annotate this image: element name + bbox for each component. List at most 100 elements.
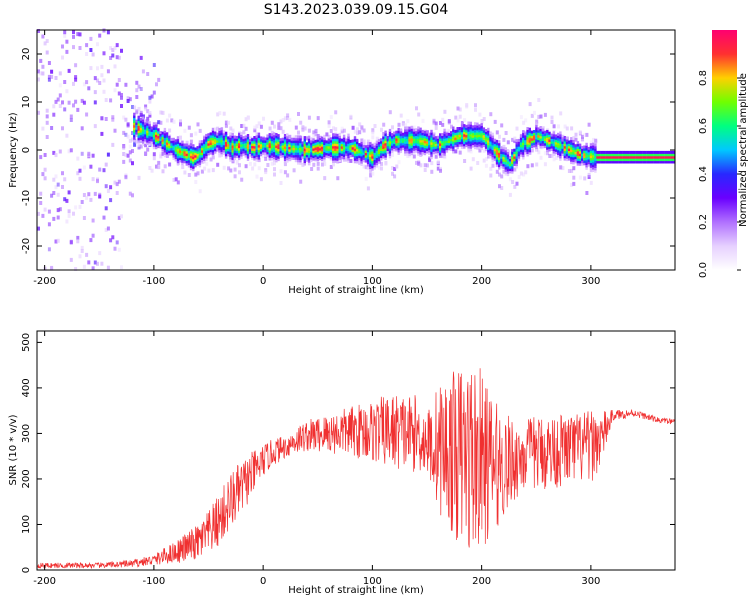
spectrogram-cell (242, 138, 245, 142)
spectrogram-cell (338, 147, 341, 151)
colorbar-gradient (712, 30, 737, 270)
spectrogram-cell (216, 126, 220, 131)
spectrogram-cell (288, 146, 291, 150)
spectrogram-cell (277, 153, 280, 157)
spectrogram-cell (305, 154, 309, 158)
spectrogram-cell (150, 128, 153, 132)
spectrogram-cell (139, 122, 143, 126)
spectrogram-cell (498, 145, 501, 148)
spectrogram-cell (362, 142, 366, 147)
spectrogram-cell (104, 117, 108, 121)
spectrogram-cell (364, 157, 368, 161)
spectrogram-cell (211, 151, 215, 155)
spectrogram-cell (135, 139, 139, 144)
spectrogram-cell (211, 168, 215, 173)
spectrogram-cell (307, 138, 311, 142)
spectrogram-cell (664, 155, 667, 159)
spectrogram-cell (594, 162, 597, 166)
spectrogram-cell (626, 160, 630, 164)
spectrogram-cell (596, 158, 599, 162)
spectrogram-cell (489, 141, 492, 144)
spectrogram-cell (273, 149, 276, 153)
spectrogram-cell (624, 158, 628, 162)
spectrogram-cell (428, 139, 431, 143)
spectrogram-cell (511, 151, 514, 155)
spectrogram-cell (511, 156, 514, 160)
spectrogram-cell (222, 139, 226, 143)
spectrogram-cell (152, 156, 156, 161)
spectrogram-cell (581, 148, 584, 152)
spectrogram-cell (439, 138, 442, 142)
spectrogram-cell (294, 156, 298, 160)
spectrogram-cell (281, 152, 285, 156)
spectrogram-cell (432, 139, 435, 143)
spectrogram-cell (557, 137, 560, 141)
spectrogram-cell (430, 151, 433, 155)
spectrogram-cell (371, 167, 374, 171)
spectrogram-cell (37, 29, 40, 33)
spectrogram-cell (347, 145, 350, 149)
spectrogram-cell (554, 148, 558, 152)
spectrogram-cell (478, 131, 481, 135)
spectrogram-cell (183, 160, 186, 164)
spectrogram-cell (637, 155, 641, 159)
spectrogram-cell (165, 153, 169, 157)
spectrogram-cell (229, 158, 232, 162)
spectrogram-cell (159, 120, 163, 125)
spectrogram-cell (589, 162, 593, 166)
spectrogram-cell (176, 141, 180, 144)
spectrogram-cell (209, 149, 212, 153)
spectrogram-cell (502, 169, 506, 174)
spectrogram-cell (526, 127, 529, 130)
spectrogram-cell (526, 141, 529, 145)
spectrogram-cell (530, 140, 534, 144)
spectrogram-cell (388, 155, 392, 159)
spectrogram-cell (533, 132, 536, 136)
spectrogram-cell (332, 155, 335, 159)
spectrogram-cell (563, 136, 566, 139)
spectrogram-cell (189, 162, 193, 166)
spectrogram-cell (570, 153, 573, 157)
spectrogram-cell (526, 151, 529, 154)
spectrogram-cell (463, 118, 467, 123)
spectrogram-cell (286, 152, 289, 156)
spectrogram-cell (570, 126, 574, 131)
spectrogram-cell (342, 141, 346, 145)
spectrogram-cell (172, 140, 175, 144)
spectrogram-cell (316, 151, 320, 155)
spectrogram-cell (286, 147, 289, 151)
spectrogram-cell (163, 147, 167, 151)
spectrogram-cell (257, 132, 261, 136)
spectrogram-cell (303, 136, 306, 140)
spectrogram-cell (550, 136, 553, 139)
spectrogram-cell (393, 143, 396, 147)
spectrogram-cell (41, 172, 45, 177)
spectrogram-cell (397, 130, 400, 134)
spectrogram-cell (474, 134, 477, 138)
spectrogram-cell (58, 93, 62, 98)
spectrogram-cell (76, 156, 80, 161)
spectrogram-cell (253, 152, 256, 156)
spectrogram-cell (126, 122, 130, 127)
spectrogram-cell (535, 131, 538, 135)
spectrogram-cell (450, 140, 453, 144)
spectrogram-cell (174, 158, 178, 162)
spectrogram-cell (288, 139, 291, 143)
spectrogram-cell (522, 156, 525, 160)
spectrogram-cell (460, 136, 464, 140)
spectrogram-cell (255, 158, 258, 162)
spectrogram-cell (419, 144, 422, 148)
spectrogram-cell (131, 193, 134, 198)
spectrogram-cell (144, 129, 147, 132)
spectrogram-cell (495, 149, 499, 153)
spectrogram-cell (203, 158, 206, 161)
spectrogram-cell (366, 151, 370, 155)
spectrogram-cell (262, 149, 265, 153)
spectrogram-cell (198, 140, 202, 144)
spectrogram-cell (578, 153, 582, 157)
spectrogram-cell (495, 156, 499, 160)
spectrogram-cell (244, 142, 247, 146)
spectrogram-cell (511, 153, 514, 157)
spectrogram-cell (425, 148, 429, 151)
spectrogram-cell (148, 166, 152, 170)
